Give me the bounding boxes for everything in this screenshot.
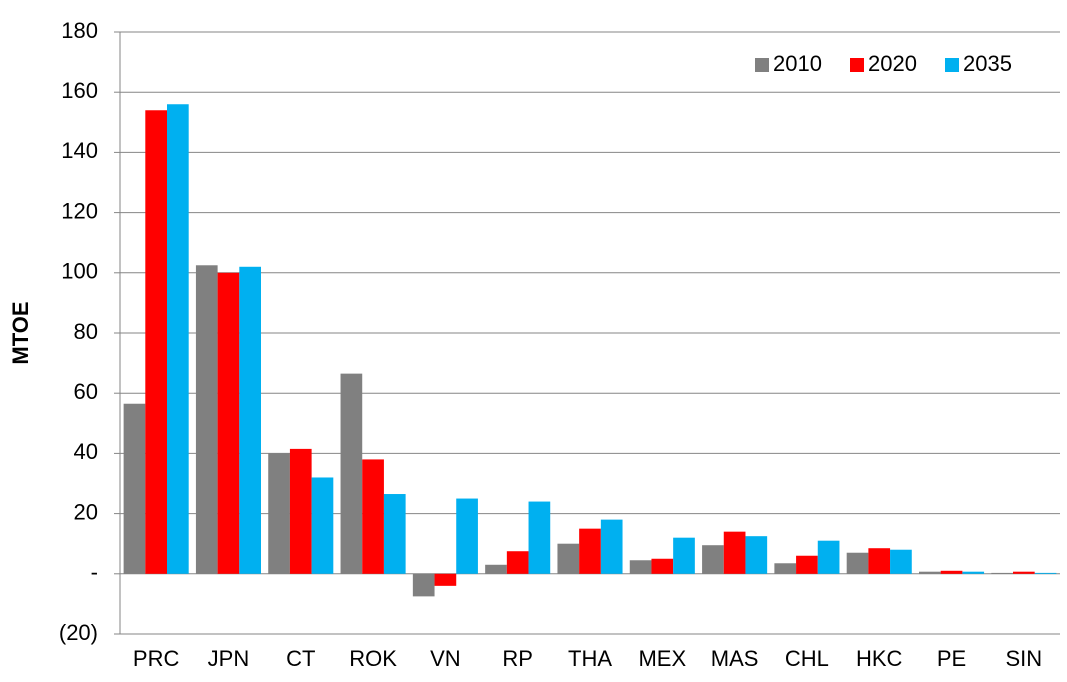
bar	[362, 459, 384, 574]
x-tick-label: THA	[568, 646, 612, 671]
legend-swatch	[755, 58, 769, 72]
x-tick-label: CT	[286, 646, 315, 671]
bar	[506, 551, 529, 574]
bar	[412, 573, 435, 597]
bar	[868, 548, 891, 574]
bar	[217, 272, 240, 574]
y-tick-label: 140	[61, 138, 98, 163]
bar	[702, 545, 724, 574]
y-tick-label: 20	[74, 499, 98, 524]
bar	[289, 448, 312, 574]
bar	[528, 501, 551, 574]
y-tick-label: 160	[61, 78, 98, 103]
y-tick-label: 40	[74, 439, 98, 464]
x-tick-label: PE	[937, 646, 966, 671]
x-tick-label: ROK	[349, 646, 397, 671]
bar	[651, 558, 674, 574]
bar	[579, 528, 601, 574]
x-tick-label: JPN	[208, 646, 250, 671]
y-tick-label: (20)	[59, 620, 98, 645]
x-tick-label: VN	[430, 646, 461, 671]
x-tick-label: MEX	[638, 646, 686, 671]
bar	[383, 494, 406, 574]
bar	[846, 552, 869, 574]
legend-label: 2035	[963, 51, 1012, 76]
x-tick-label: HKC	[856, 646, 903, 671]
bar	[745, 536, 768, 574]
x-tick-label: CHL	[785, 646, 829, 671]
y-tick-label: 120	[61, 198, 98, 223]
bar	[340, 373, 363, 574]
bar	[456, 498, 478, 574]
y-tick-label: 60	[74, 379, 98, 404]
y-tick-label: 100	[61, 259, 98, 284]
bar	[1013, 571, 1035, 574]
bar	[796, 555, 818, 574]
x-tick-label: PRC	[133, 646, 180, 671]
bar	[311, 477, 334, 574]
bar	[673, 537, 695, 574]
bar	[434, 573, 457, 586]
y-axis-label: MTOE	[8, 301, 33, 364]
bar	[774, 563, 797, 574]
bar	[817, 540, 840, 574]
bar	[239, 266, 261, 574]
y-tick-label: -	[91, 560, 98, 585]
bar	[485, 564, 507, 574]
legend-swatch	[850, 58, 864, 72]
bar	[123, 403, 146, 574]
bar	[919, 571, 941, 574]
bar	[991, 572, 1013, 574]
y-tick-label: 80	[74, 319, 98, 344]
bar	[167, 104, 189, 574]
bar	[600, 519, 623, 574]
x-tick-label: SIN	[1006, 646, 1043, 671]
legend-swatch	[945, 58, 959, 72]
bar	[723, 531, 746, 574]
x-tick-label: MAS	[711, 646, 759, 671]
bar	[1034, 572, 1057, 574]
x-tick-label: RP	[502, 646, 533, 671]
bar	[629, 560, 652, 574]
bar	[890, 549, 912, 574]
y-tick-label: 180	[61, 18, 98, 43]
bar	[940, 570, 963, 574]
bar	[962, 571, 985, 574]
legend-label: 2010	[773, 51, 822, 76]
bar	[195, 265, 218, 574]
bar	[268, 453, 290, 574]
bar	[145, 110, 167, 574]
bar	[557, 543, 580, 574]
legend-label: 2020	[868, 51, 917, 76]
